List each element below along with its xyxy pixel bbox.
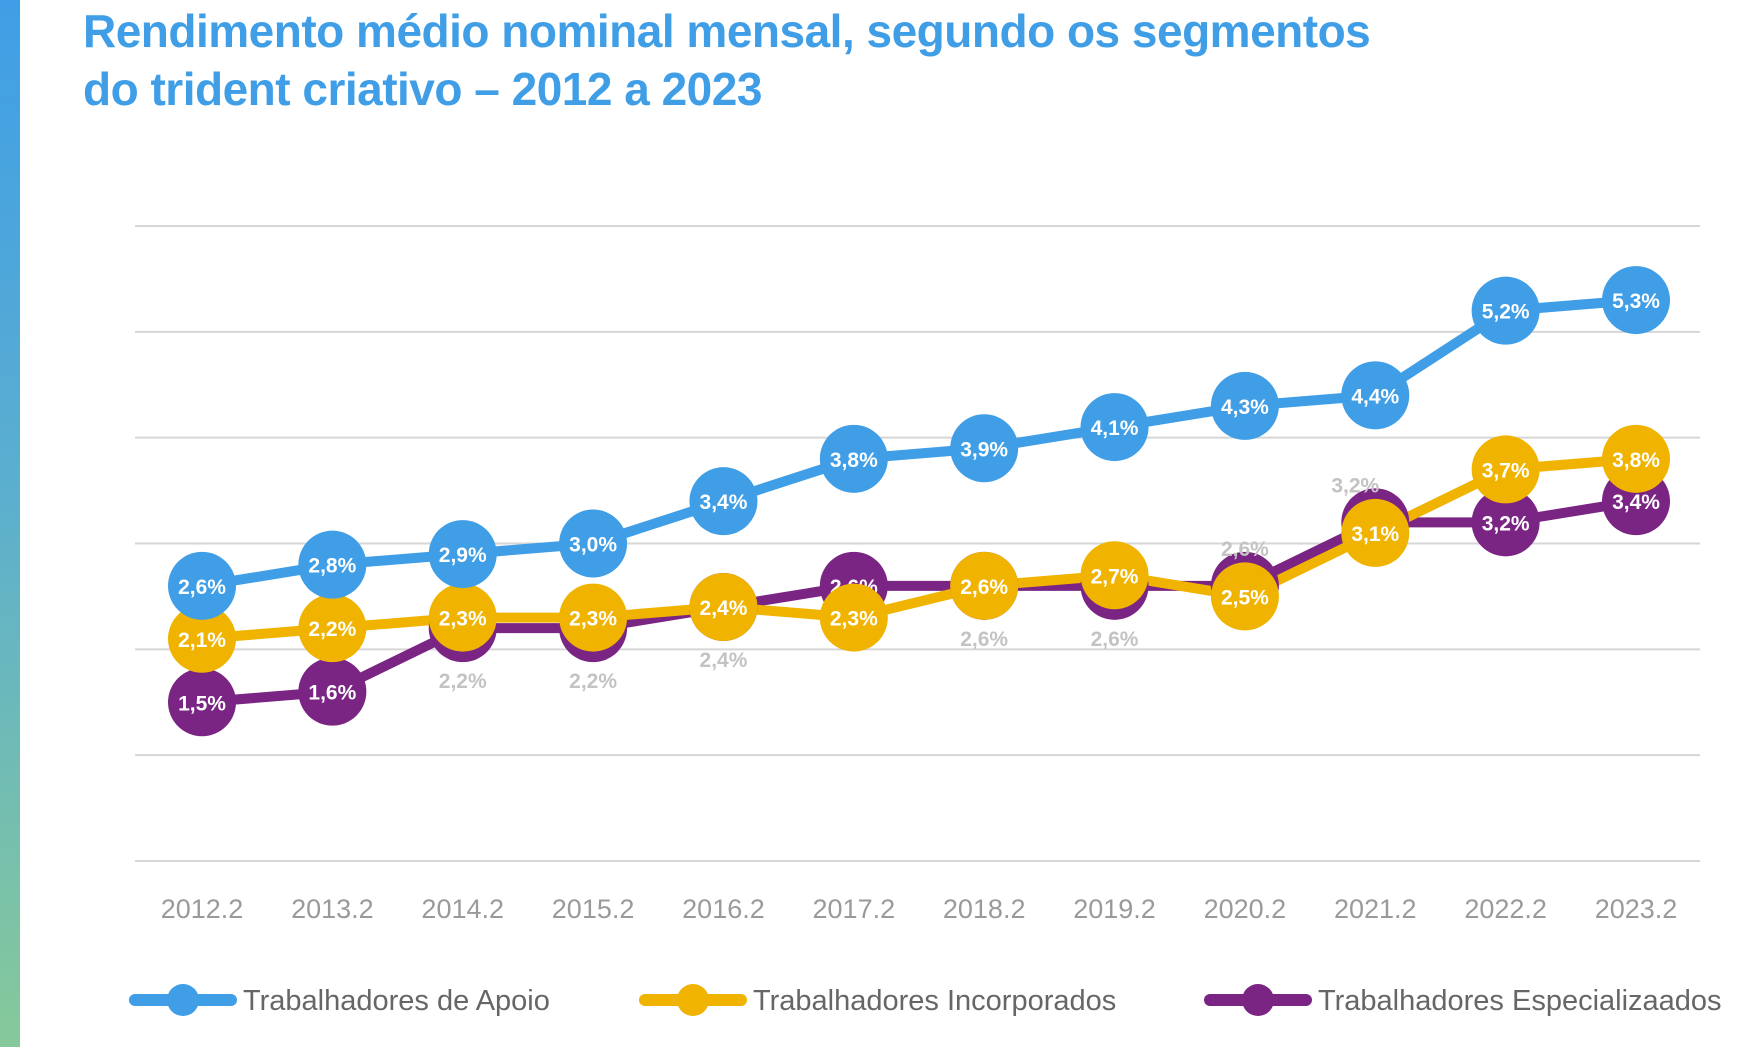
data-label: 2,2% (439, 670, 487, 693)
data-label: 2,6% (1221, 538, 1269, 561)
x-tick-label: 2012.2 (161, 894, 244, 924)
series-lines (197, 295, 1641, 708)
data-label: 3,4% (1612, 491, 1660, 514)
accent-side-bar (0, 0, 20, 1047)
legend-label: Trabalhadores Incorporados (753, 985, 1116, 1017)
data-label: 3,4% (700, 491, 748, 514)
data-point (950, 414, 1019, 483)
data-point (1471, 435, 1540, 504)
data-point (298, 594, 367, 663)
data-label: 1,6% (308, 682, 356, 705)
legend-label: Trabalhadores de Apoio (243, 985, 550, 1017)
series-line (197, 453, 1641, 644)
data-label: 3,8% (830, 449, 878, 472)
data-label: 3,2% (1331, 474, 1379, 497)
data-point (1080, 541, 1149, 610)
data-label: 1,5% (178, 692, 226, 715)
data-label: 2,7% (1091, 565, 1139, 588)
data-label: 4,1% (1091, 417, 1139, 440)
data-label: 5,2% (1482, 301, 1530, 324)
data-point (559, 583, 628, 652)
data-label: 2,3% (569, 608, 617, 631)
x-tick-label: 2013.2 (291, 894, 374, 924)
data-label: 4,4% (1351, 385, 1399, 408)
data-label: 2,4% (700, 649, 748, 672)
data-point (1471, 488, 1540, 557)
data-point (1602, 424, 1670, 493)
legend-label: Trabalhadores Especializaados (1318, 985, 1722, 1017)
x-tick-label: 2020.2 (1204, 894, 1287, 924)
chart-title: Rendimento médio nominal mensal, segundo… (83, 5, 1371, 115)
data-label: 2,3% (439, 608, 487, 631)
data-label: 4,3% (1221, 396, 1269, 419)
data-label: 2,6% (960, 576, 1008, 599)
legend: Trabalhadores de Apoio Trabalhadores Inco… (129, 984, 1722, 1017)
data-point (819, 424, 888, 493)
series-points: 1,5% 1,6% 2,2% 2,2% 2,4% 2,6% 2,6% 2,6% 2,6% 3,2%… (168, 266, 1670, 737)
data-point (168, 551, 236, 620)
data-label: 2,6% (960, 628, 1008, 651)
data-point (428, 520, 497, 589)
x-tick-label: 2015.2 (552, 894, 635, 924)
data-label: 2,5% (1221, 586, 1269, 609)
data-point (819, 583, 888, 652)
data-label: 2,2% (308, 618, 356, 641)
legend-marker (1242, 984, 1274, 1016)
data-point (1471, 276, 1540, 345)
data-label: 2,3% (830, 608, 878, 631)
x-tick-label: 2018.2 (943, 894, 1026, 924)
data-label: 3,7% (1482, 459, 1530, 482)
x-tick-label: 2022.2 (1464, 894, 1547, 924)
data-point (559, 509, 628, 578)
data-label: 2,8% (308, 555, 356, 578)
data-point (1341, 498, 1410, 567)
x-tick-label: 2019.2 (1073, 894, 1156, 924)
data-point (168, 668, 236, 737)
x-tick-label: 2014.2 (421, 894, 504, 924)
data-point (950, 551, 1019, 620)
data-label: 3,9% (960, 438, 1008, 461)
data-point (168, 604, 236, 673)
data-label: 3,2% (1482, 512, 1530, 535)
x-tick-label: 2016.2 (682, 894, 765, 924)
x-tick-label: 2021.2 (1334, 894, 1417, 924)
data-point (1210, 562, 1279, 631)
data-point (298, 530, 367, 599)
x-tick-label: 2017.2 (813, 894, 896, 924)
data-label: 2,6% (178, 576, 226, 599)
data-label: 5,3% (1612, 290, 1660, 313)
data-label: 2,4% (700, 597, 748, 620)
data-label: 2,1% (178, 629, 226, 652)
data-point (689, 467, 758, 536)
data-point (689, 573, 758, 641)
data-point (298, 657, 367, 726)
data-label: 3,0% (569, 534, 617, 557)
data-label: 2,2% (569, 670, 617, 693)
data-point (428, 583, 497, 652)
legend-marker (677, 984, 709, 1016)
x-axis-ticks: 2012.2 2013.2 2014.2 2015.2 2016.2 2017.2 2018… (161, 894, 1678, 924)
data-label: 2,9% (439, 544, 487, 567)
legend-marker (167, 984, 199, 1016)
data-label: 2,6% (1091, 628, 1139, 651)
x-tick-label: 2023.2 (1595, 894, 1678, 924)
data-label: 3,8% (1612, 449, 1660, 472)
data-point (1210, 371, 1279, 440)
data-point (1602, 266, 1670, 335)
grid-lines (135, 225, 1700, 862)
data-point (1080, 393, 1149, 462)
data-point (1341, 361, 1410, 430)
data-label: 3,1% (1351, 523, 1399, 546)
